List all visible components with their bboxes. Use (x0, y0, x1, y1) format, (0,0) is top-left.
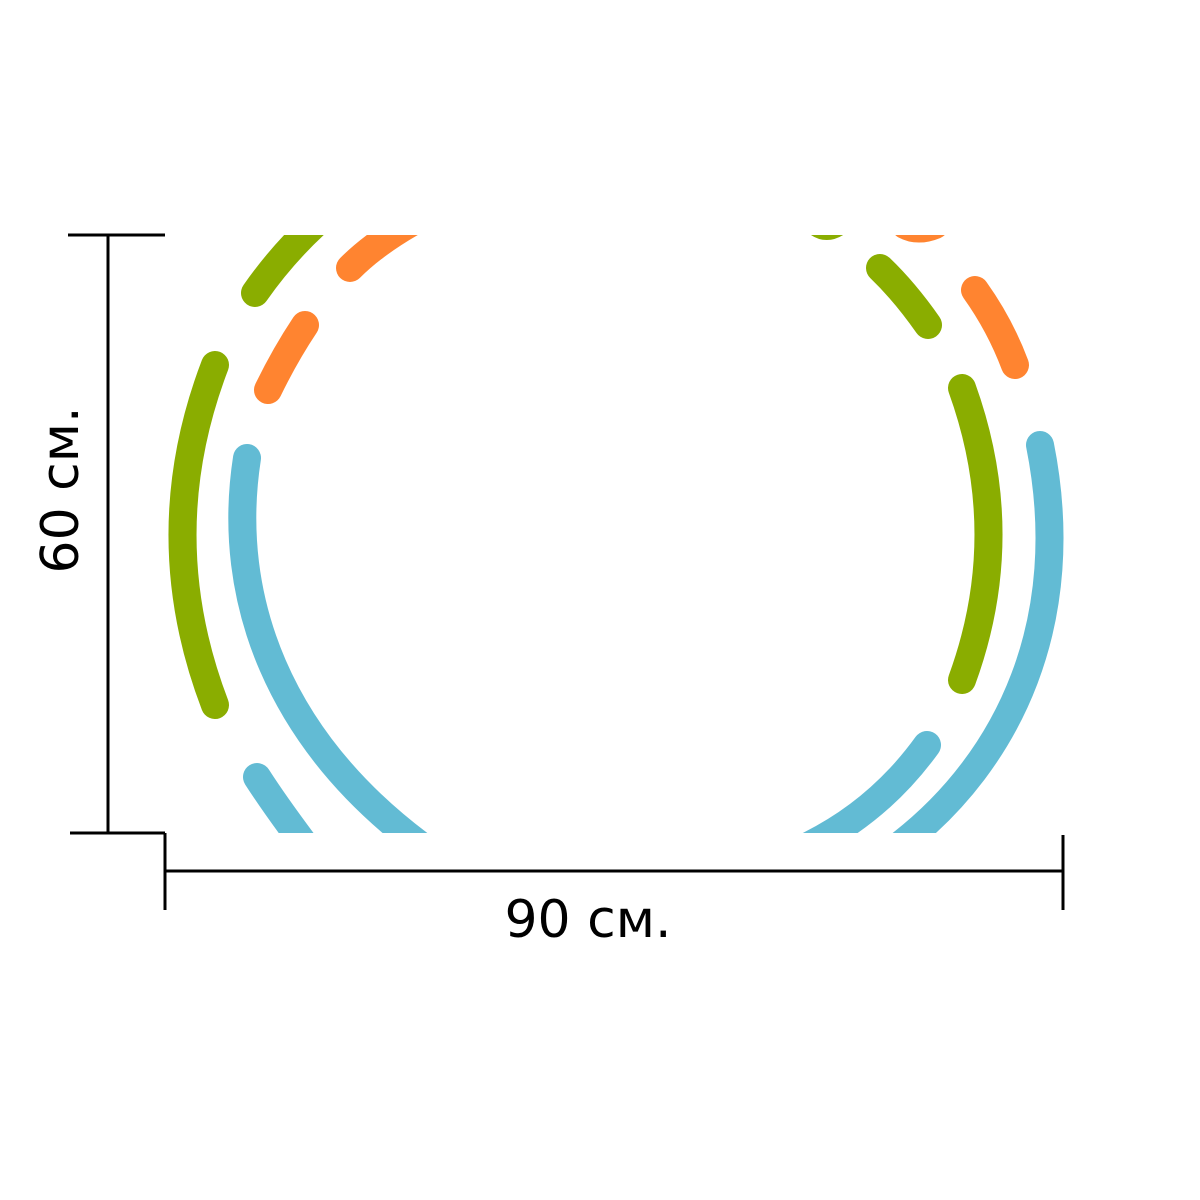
arc (243, 763, 314, 833)
arc (228, 444, 428, 833)
height-label: 60 см. (31, 406, 91, 573)
arc (961, 276, 1029, 379)
arc (948, 374, 1003, 694)
decor-arcs (168, 235, 1064, 833)
arc (254, 311, 319, 404)
arc (241, 235, 324, 307)
width-label: 90 см. (504, 890, 671, 950)
arc (811, 235, 844, 240)
dimension-lines (68, 233, 1065, 910)
arc (336, 235, 418, 282)
arc (802, 731, 941, 833)
arc (895, 235, 945, 243)
arc (892, 431, 1064, 833)
arc (866, 254, 942, 339)
arc (168, 351, 229, 719)
